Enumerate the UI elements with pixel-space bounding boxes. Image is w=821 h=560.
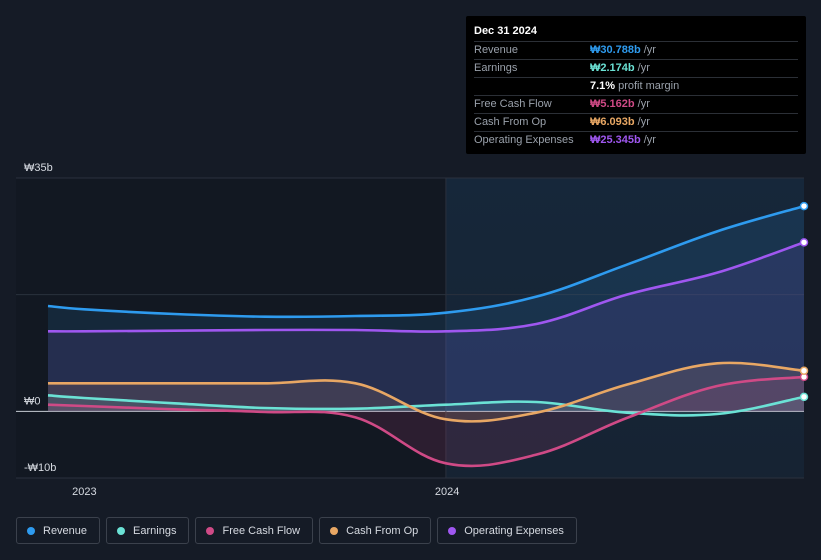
tooltip-row-label: Earnings: [474, 62, 518, 74]
data-tooltip: Dec 31 2024 Revenue ₩30.788b/yr Earnings ₩2…: [466, 16, 806, 154]
tooltip-row-label: Free Cash Flow: [474, 98, 552, 110]
series-endpoint-revenue: [799, 201, 809, 211]
legend-item-free-cash-flow[interactable]: Free Cash Flow: [195, 517, 314, 544]
y-tick-label: ₩35b: [24, 162, 53, 174]
series-line-operating-expenses: [47, 241, 805, 333]
legend-label: Earnings: [133, 524, 177, 537]
series-area-revenue: [48, 206, 804, 412]
legend-item-revenue[interactable]: Revenue: [16, 517, 101, 544]
legend-item-cash-from-op[interactable]: Cash From Op: [319, 517, 432, 544]
legend-label: Operating Expenses: [464, 524, 564, 537]
series-area-free-cash-flow: [48, 376, 804, 466]
tooltip-row-unit: /yr: [643, 44, 656, 56]
tooltip-row-label: Operating Expenses: [474, 134, 574, 146]
tooltip-row: Revenue ₩30.788b/yr: [474, 42, 798, 60]
plot-past-region: [16, 178, 446, 478]
tooltip-row-value: ₩25.345b: [590, 134, 641, 146]
legend-label: Cash From Op: [346, 524, 419, 537]
legend-item-earnings[interactable]: Earnings: [106, 517, 190, 544]
tooltip-row-value: ₩30.788b: [590, 44, 641, 56]
legend-label: Free Cash Flow: [222, 524, 301, 537]
legend-label: Revenue: [43, 524, 88, 537]
tooltip-row: 7.1% profit margin: [474, 78, 798, 96]
tooltip-row-value: ₩5.162b: [590, 98, 635, 110]
x-tick-label: 2023: [72, 486, 96, 498]
legend-dot-icon: [330, 526, 339, 535]
chart-legend: Revenue Earnings Free Cash Flow Cash From O…: [16, 517, 577, 546]
tooltip-row-label: [474, 78, 590, 95]
y-tick-label: ₩0: [24, 395, 41, 407]
tooltip-row: Free Cash Flow ₩5.162b/yr: [474, 96, 798, 114]
legend-dot-icon: [27, 526, 35, 535]
series-area-operating-expenses: [48, 242, 804, 412]
tooltip-row-unit: /yr: [637, 62, 650, 74]
series-line-revenue: [47, 204, 805, 319]
x-tick-label: 2024: [435, 486, 459, 498]
tooltip-row-unit: /yr: [637, 98, 650, 110]
tooltip-row-unit: /yr: [643, 134, 656, 146]
legend-dot-icon: [117, 526, 126, 535]
series-endpoint-earnings: [799, 392, 809, 402]
y-tick-label: -₩10b: [24, 462, 56, 474]
tooltip-row-label: Revenue: [474, 44, 519, 56]
tooltip-row: Cash From Op ₩6.093b/yr: [474, 114, 798, 132]
series-line-cash-from-op: [48, 361, 805, 423]
legend-dot-icon: [206, 526, 215, 535]
tooltip-row-label: Cash From Op: [474, 116, 547, 128]
tooltip-row-value: ₩6.093b: [590, 116, 635, 128]
tooltip-row-unit: /yr: [637, 116, 650, 128]
series-line-free-cash-flow: [47, 375, 805, 468]
tooltip-row-value: 7.1%: [590, 80, 616, 92]
tooltip-row-unit: profit margin: [618, 80, 680, 92]
tooltip-row-value: ₩2.174b: [590, 62, 635, 74]
tooltip-row: Earnings ₩2.174b/yr: [474, 60, 798, 78]
legend-dot-icon: [448, 526, 457, 535]
tooltip-date: Dec 31 2024: [474, 24, 798, 42]
series-endpoint-cash-from-op: [799, 366, 809, 375]
series-endpoint-operating-expenses: [799, 238, 809, 247]
tooltip-row: Operating Expenses ₩25.345b/yr: [474, 132, 798, 149]
legend-item-operating-expenses[interactable]: Operating Expenses: [437, 517, 577, 544]
